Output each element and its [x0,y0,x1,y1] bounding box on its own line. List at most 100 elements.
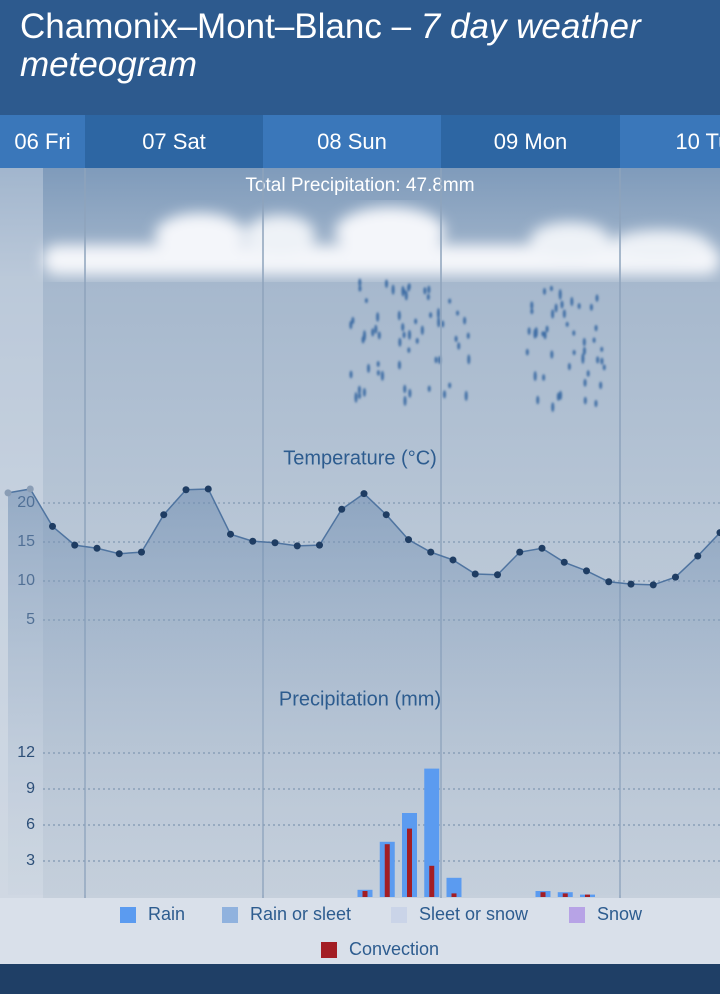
rain-drop [429,312,433,319]
temperature-point [26,485,34,493]
temperature-point [271,539,279,547]
rain-drop [457,342,461,350]
legend-swatch [391,907,407,923]
rain-drop [565,321,569,327]
rain-drop [467,354,471,365]
temperature-point [627,580,635,588]
rain-drop [592,337,596,343]
rain-drop [542,374,546,381]
rain-drop [551,402,555,413]
rain-drop [442,390,446,399]
legend-swatch [222,907,238,923]
rain-drop [464,390,468,401]
rain-drop [602,364,606,371]
clouds [43,207,720,275]
rain-drop [594,324,598,332]
temperature-point [138,548,145,556]
rain-drop [570,296,574,307]
rain-drop [397,310,401,321]
convection-bar [540,892,546,897]
rain-drop [401,323,405,332]
temperature-point [716,529,720,537]
temperature-point [316,541,323,549]
rain-drop [581,353,585,364]
rain-drop [577,302,581,310]
rain-drop [398,337,402,347]
rain-drop [407,329,411,340]
rain-drop [377,331,381,340]
legend-swatch [569,907,585,923]
temperature-point [494,571,501,579]
y-tick-label: 12 [17,744,35,761]
legend-label: Convection [349,939,439,959]
rain-drop [596,356,600,364]
rain-drop [403,395,407,407]
rain-drop [551,309,555,319]
location: Chamonix–Mont–Blanc – [20,7,412,46]
temperature-point [160,511,168,519]
rain-drop [595,294,599,302]
chart-title: Temperature (°C) [283,447,437,469]
rain-drop [536,395,540,405]
legend-label: Sleet or snow [419,904,529,924]
temperature-point [4,489,12,497]
rain-drop [437,316,441,328]
rain-drop [376,361,380,367]
rain-drop [391,284,395,295]
rain-drop [599,381,603,390]
legend-swatch [120,907,136,923]
rain-drop [357,385,361,395]
convection-bar [407,828,412,897]
rain-drop [354,391,358,403]
legend-label: Rain [148,904,185,924]
y-tick-label: 3 [26,852,35,869]
day-tab[interactable]: 07 Sat [85,115,263,168]
rain-drop [434,356,438,364]
rain-drop [415,337,419,344]
convection-bar [585,894,590,897]
subtitle: 7 day weather meteogram [20,7,641,84]
rain-drop [456,310,460,316]
rain-drop [533,371,537,382]
rain-drop [414,318,418,325]
temperature-point [182,486,190,494]
day-tab[interactable]: 06 Fri [0,115,85,168]
temperature-point [471,570,479,578]
rain-drop [349,320,353,330]
rain-drop [448,298,452,304]
rain-drop [549,285,553,292]
rain-drop [427,285,431,294]
rain-drop [403,384,407,394]
day-tab[interactable]: 09 Mon [441,115,620,168]
temperature-point [605,578,613,586]
rain-drop [401,285,405,297]
rain-drop [436,307,440,319]
temperature-point [71,541,79,549]
temperature-point [583,567,590,575]
day-tab[interactable]: 10 Tue [620,115,720,168]
temperature-point [694,552,702,560]
rain-drop [554,303,558,313]
rain-drop [384,279,388,288]
convection-bar [429,865,435,897]
bottom-bar [0,964,720,994]
rain-drop [527,327,531,336]
rain-drop [562,309,566,319]
temperature-point [649,581,657,589]
legend-label: Snow [597,904,643,924]
day-tab[interactable]: 08 Sun [263,115,441,168]
rain-drop [582,346,586,355]
rain-drop [441,320,445,328]
rain-drop [380,370,384,381]
temperature-point [538,544,546,552]
temperature-point [249,537,257,545]
rain-drop [349,370,353,379]
rain-drop [582,337,586,347]
temperature-point [338,505,346,513]
chart-title: Precipitation (mm) [279,688,441,710]
rain-drop [420,325,424,335]
rain-drop [594,399,598,408]
temperature-point [115,550,123,558]
